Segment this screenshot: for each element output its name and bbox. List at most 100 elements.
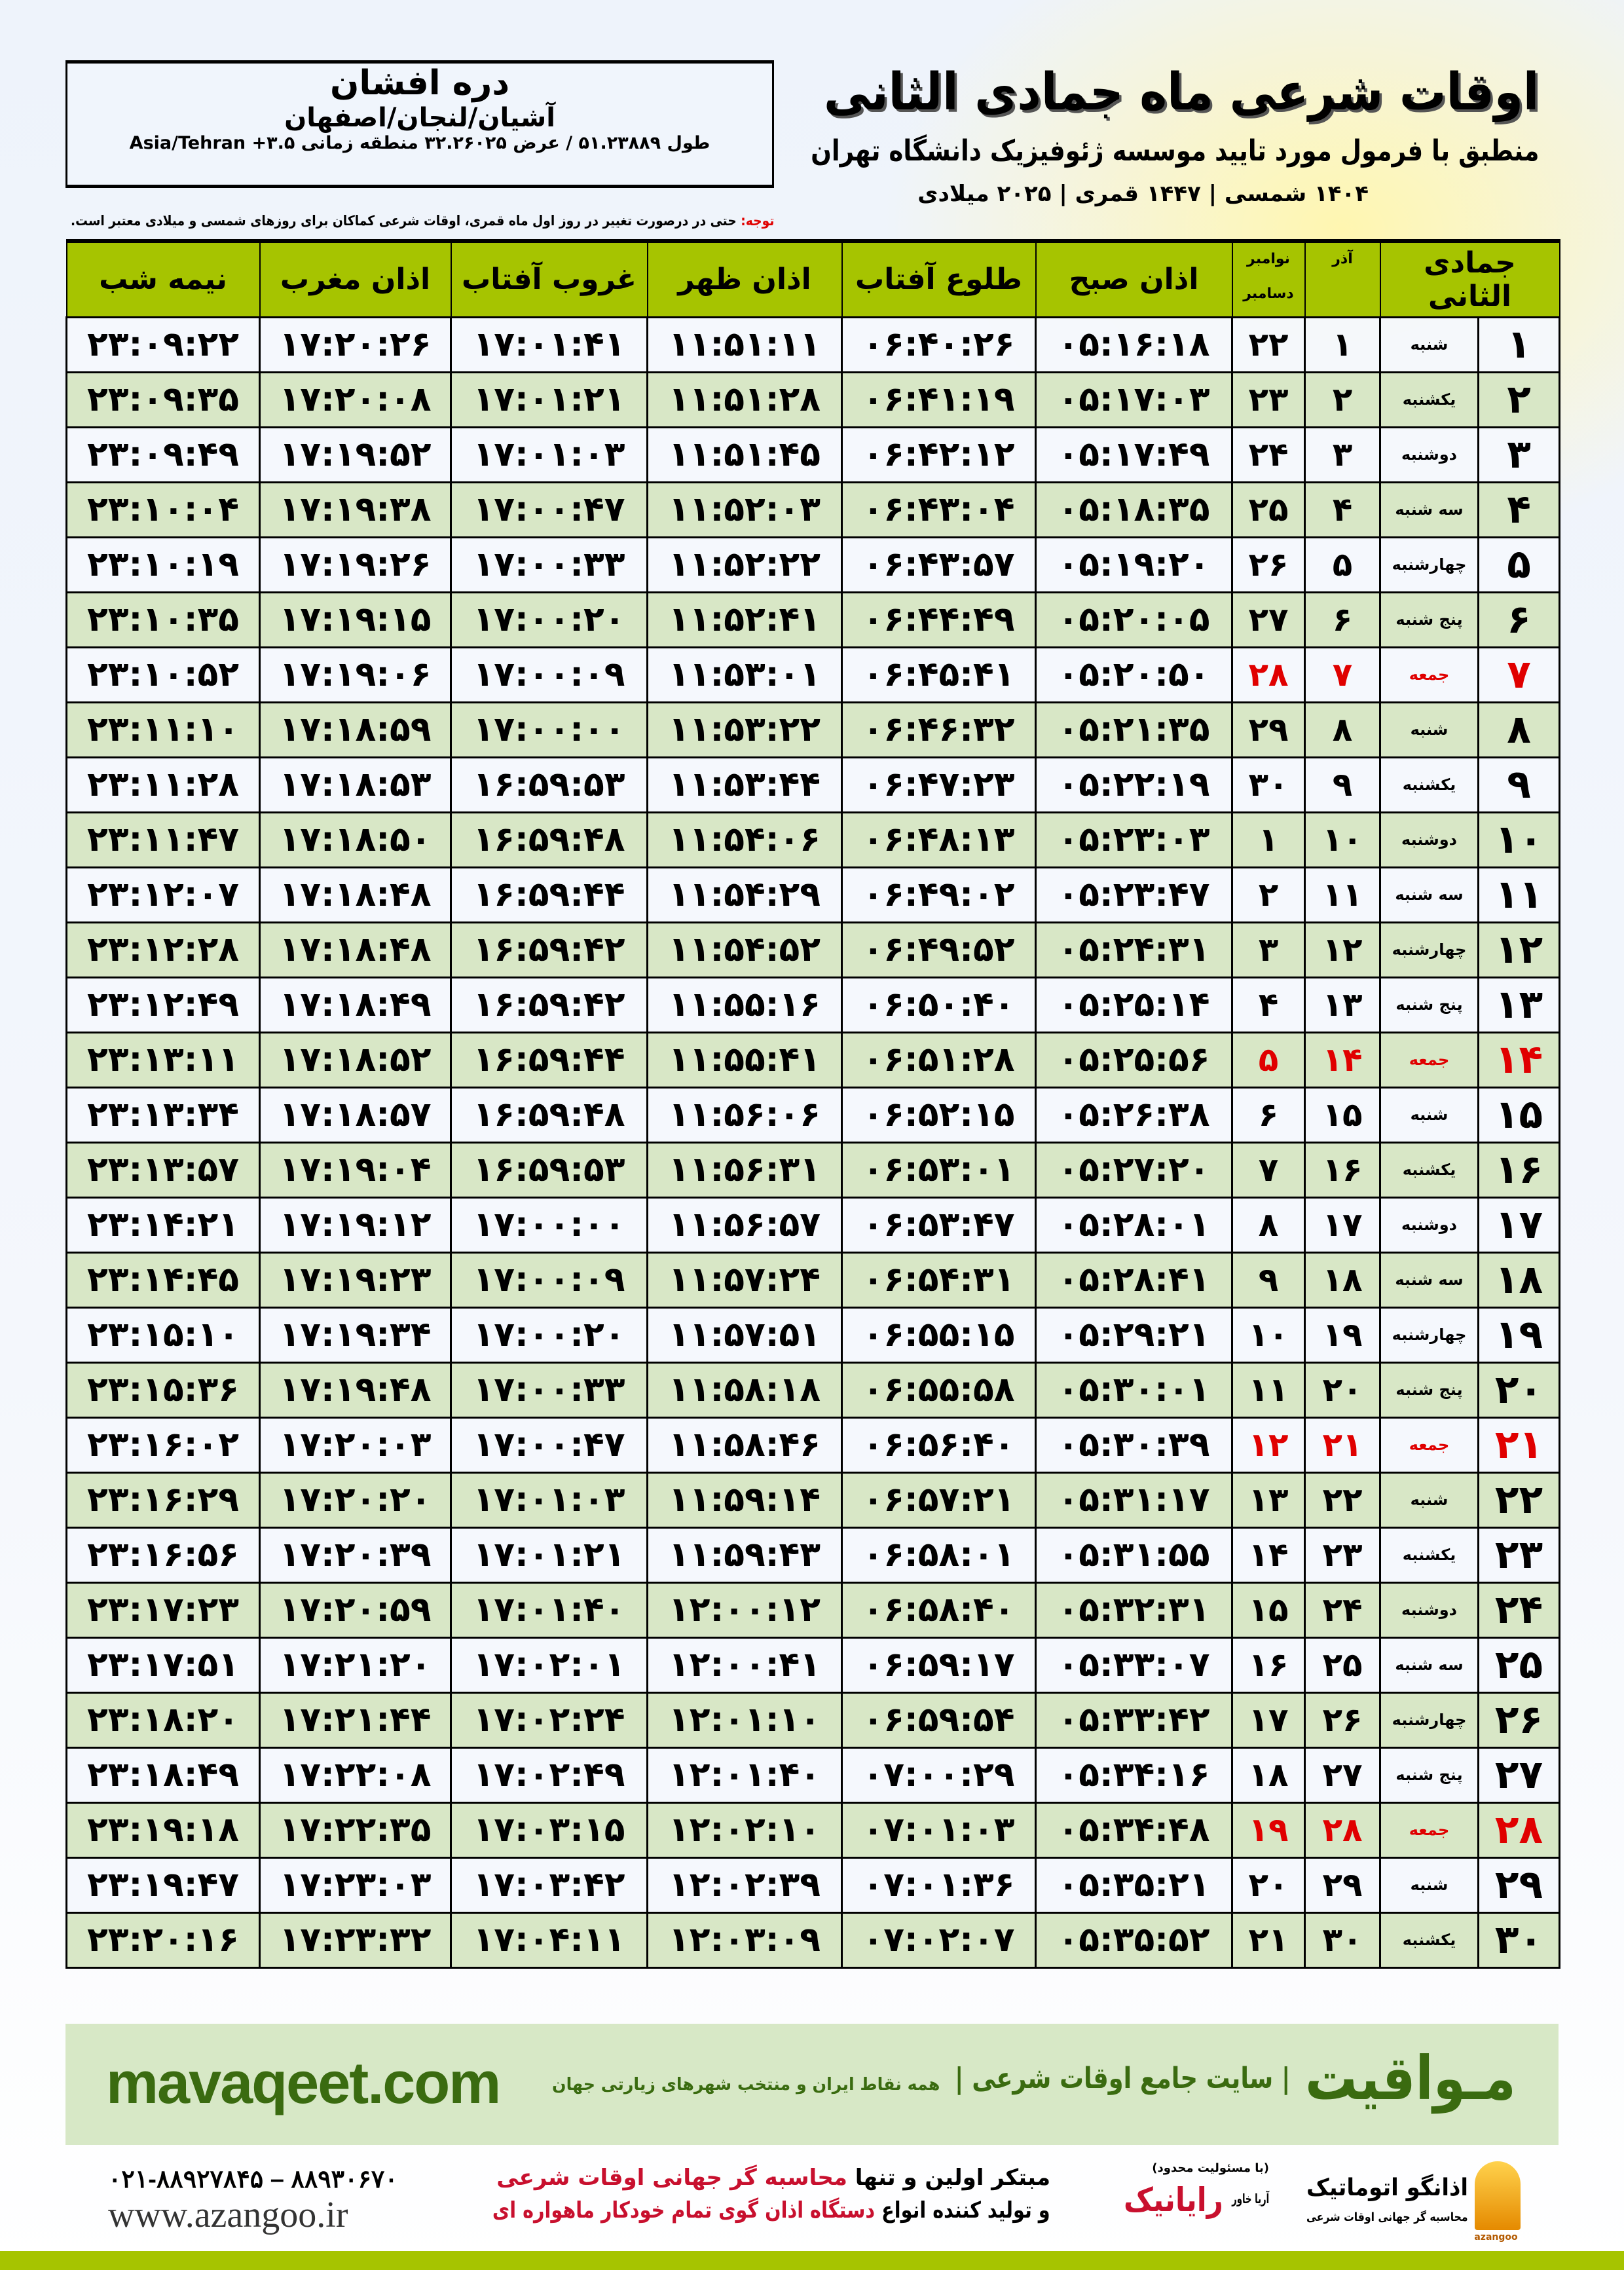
raianik-sub: آریا خاور <box>1231 2191 1269 2206</box>
cell-maghrib: ۱۷:۱۹:۰۴ <box>279 1150 432 1189</box>
cell-greg-wrap: ۲۵ <box>1231 481 1306 538</box>
cell-greg-wrap: ۲۲ <box>1231 316 1306 373</box>
cell-azar: ۲۱ <box>1322 1426 1363 1464</box>
cell-azar-wrap: ۷ <box>1304 646 1381 703</box>
phone-numbers-wrap: ۰۲۱-۸۸۹۲۷۸۴۵ – ۸۸۹۳۰۶۷۰ <box>108 2165 429 2194</box>
table-row: ۲ یکشنبه ۲ ۲۳ ۰۵:۱۷:۰۳ ۰۶:۴۱:۱۹ ۱۱:۵۱:۲۸ ۱۷:۰۱:… <box>65 371 1561 428</box>
cell-sunset: ۱۷:۰۰:۴۷ <box>473 490 625 529</box>
cell-greg: ۱۲ <box>1248 1426 1289 1464</box>
table-row: ۲۱ جمعه ۲۱ ۱۲ ۰۵:۳۰:۳۹ ۰۶:۵۶:۴۰ ۱۱:۵۸:۴۶ ۱۷:۰۰:… <box>65 1416 1561 1474</box>
azangoo-website[interactable]: www.azangoo.ir <box>108 2195 348 2235</box>
cell-sunrise: ۰۶:۵۴:۳۱ <box>862 1260 1015 1299</box>
cell-midnight: ۲۳:۱۰:۵۲ <box>86 655 240 694</box>
col-dhuhr: اذان ظهر <box>646 239 843 318</box>
cell-sunset-wrap: ۱۷:۰۱:۰۳ <box>450 426 648 483</box>
cell-weekday: جمعه <box>1409 1821 1450 1839</box>
cell-midnight: ۲۳:۱۰:۰۴ <box>86 490 240 529</box>
cell-azar: ۶ <box>1332 601 1353 639</box>
cell-weekday-wrap: جمعه <box>1378 1416 1480 1474</box>
cell-weekday: پنج شنبه <box>1395 610 1463 629</box>
cell-midnight-wrap: ۲۳:۱۴:۲۱ <box>65 1196 261 1254</box>
cell-hijri: ۲۸ <box>1494 1807 1543 1853</box>
table-row: ۱۸ سه شنبه ۱۸ ۹ ۰۵:۲۸:۴۱ ۰۶:۵۴:۳۱ ۱۱:۵۷:۲۴ ۱۷:۰… <box>65 1251 1561 1309</box>
cell-greg: ۱۷ <box>1248 1701 1289 1739</box>
cell-midnight: ۲۳:۱۳:۵۷ <box>86 1150 240 1189</box>
azangoo-website-wrap[interactable]: www.azangoo.ir <box>108 2194 429 2236</box>
cell-hijri: ۲۴ <box>1494 1587 1543 1633</box>
cell-dhuhr-wrap: ۱۱:۵۱:۱۱ <box>646 316 843 373</box>
cell-greg-wrap: ۲۹ <box>1231 701 1306 758</box>
col-sunset: غروب آفتاب <box>450 239 648 318</box>
cell-sunrise: ۰۷:۰۱:۳۶ <box>862 1865 1015 1905</box>
cell-maghrib: ۱۷:۲۰:۲۶ <box>279 325 432 364</box>
cell-sunset: ۱۷:۰۲:۴۹ <box>473 1755 625 1795</box>
cell-greg-wrap: ۲۷ <box>1231 591 1306 648</box>
cell-midnight: ۲۳:۱۴:۴۵ <box>86 1260 240 1299</box>
cell-fajr-wrap: ۰۵:۳۳:۰۷ <box>1035 1636 1233 1694</box>
cell-weekday-wrap: سه شنبه <box>1378 481 1480 538</box>
cell-fajr-wrap: ۰۵:۱۹:۲۰ <box>1035 536 1233 593</box>
cell-greg-wrap: ۶ <box>1231 1086 1306 1144</box>
cell-midnight-wrap: ۲۳:۱۱:۱۰ <box>65 701 261 758</box>
cell-midnight: ۲۳:۱۳:۱۱ <box>86 1040 240 1079</box>
cell-weekday: دوشنبه <box>1401 1216 1457 1234</box>
cell-hijri-wrap: ۲۹ <box>1477 1856 1561 1914</box>
cell-midnight-wrap: ۲۳:۱۰:۰۴ <box>65 481 261 538</box>
cell-sunset-wrap: ۱۷:۰۰:۲۰ <box>450 591 648 648</box>
cell-azar: ۱۵ <box>1322 1096 1363 1134</box>
cell-maghrib-wrap: ۱۷:۲۳:۳۲ <box>259 1911 452 1969</box>
cell-sunrise: ۰۶:۴۳:۰۴ <box>862 490 1015 529</box>
table-row: ۱۹ چهارشنبه ۱۹ ۱۰ ۰۵:۲۹:۲۱ ۰۶:۵۵:۱۵ ۱۱:۵۷:۵۱ ۱۷… <box>65 1306 1561 1364</box>
cell-maghrib: ۱۷:۱۹:۱۵ <box>279 600 432 639</box>
cell-azar: ۴ <box>1332 491 1353 529</box>
cell-hijri-wrap: ۵ <box>1477 536 1561 593</box>
cell-weekday: یکشنبه <box>1402 390 1456 409</box>
cell-azar-wrap: ۱۱ <box>1304 866 1381 923</box>
cell-sunrise: ۰۷:۰۲:۰۷ <box>862 1920 1015 1960</box>
cell-fajr-wrap: ۰۵:۳۴:۱۶ <box>1035 1746 1233 1804</box>
cell-sunrise-wrap: ۰۶:۵۹:۱۷ <box>841 1636 1037 1694</box>
cell-hijri: ۱۳ <box>1494 982 1543 1028</box>
mavaqeet-url[interactable]: mavaqeet.com <box>106 2051 501 2116</box>
cell-dhuhr: ۱۲:۰۲:۱۰ <box>668 1810 821 1850</box>
cell-greg: ۱۵ <box>1248 1591 1289 1629</box>
cell-greg-wrap: ۲۴ <box>1231 426 1306 483</box>
raianik-note-wrap: (با مسئولیت محدود) <box>1118 2161 1269 2175</box>
cell-azar: ۱ <box>1332 326 1353 363</box>
col-azar: آذر <box>1304 239 1381 318</box>
cell-midnight: ۲۳:۱۹:۴۷ <box>86 1865 240 1905</box>
cell-sunrise: ۰۶:۴۹:۰۲ <box>862 875 1015 914</box>
cell-greg-wrap: ۹ <box>1231 1251 1306 1309</box>
cell-fajr-wrap: ۰۵:۳۱:۵۵ <box>1035 1526 1233 1584</box>
mavaqeet-url-wrap[interactable]: mavaqeet.com <box>106 2050 512 2117</box>
cell-midnight: ۲۳:۱۸:۲۰ <box>86 1700 240 1740</box>
cell-sunrise-wrap: ۰۷:۰۲:۰۷ <box>841 1911 1037 1969</box>
promo-line-2: و تولید کننده انواع دستگاه اذان گوی تمام… <box>487 2197 1050 2223</box>
cell-greg: ۷ <box>1258 1151 1279 1189</box>
cell-maghrib: ۱۷:۲۰:۳۹ <box>279 1535 432 1574</box>
cell-hijri: ۳ <box>1507 432 1531 477</box>
cell-dhuhr-wrap: ۱۱:۵۱:۴۵ <box>646 426 843 483</box>
cell-azar-wrap: ۱۶ <box>1304 1141 1381 1199</box>
cell-hijri-wrap: ۲۲ <box>1477 1471 1561 1529</box>
cell-azar: ۲ <box>1332 381 1353 419</box>
cell-dhuhr-wrap: ۱۱:۵۸:۴۶ <box>646 1416 843 1474</box>
cell-midnight: ۲۳:۱۲:۴۹ <box>86 985 240 1024</box>
cell-greg: ۱۳ <box>1248 1481 1289 1519</box>
cell-midnight-wrap: ۲۳:۱۵:۳۶ <box>65 1361 261 1419</box>
cell-fajr: ۰۵:۲۸:۰۱ <box>1058 1205 1210 1244</box>
cell-sunrise-wrap: ۰۷:۰۰:۲۹ <box>841 1746 1037 1804</box>
promo-highlight: محاسبه گر جهانی اوقات شرعی <box>496 2165 847 2191</box>
cell-sunrise: ۰۶:۵۲:۱۵ <box>862 1095 1015 1134</box>
mavaqeet-logo: مـواقیت <box>1305 2043 1516 2113</box>
cell-azar: ۲۴ <box>1322 1591 1363 1629</box>
cell-hijri: ۲۰ <box>1494 1367 1543 1413</box>
cell-midnight-wrap: ۲۳:۱۱:۴۷ <box>65 811 261 868</box>
cell-maghrib-wrap: ۱۷:۱۹:۰۶ <box>259 646 452 703</box>
cell-fajr: ۰۵:۳۰:۳۹ <box>1058 1425 1210 1464</box>
cell-midnight: ۲۳:۱۶:۲۹ <box>86 1480 240 1519</box>
cell-midnight: ۲۳:۱۲:۰۷ <box>86 875 240 914</box>
cell-fajr-wrap: ۰۵:۲۳:۴۷ <box>1035 866 1233 923</box>
cell-azar: ۲۰ <box>1322 1371 1363 1409</box>
note-text: حتی در درصورت تغییر در روز اول ماه قمری،… <box>70 213 741 229</box>
